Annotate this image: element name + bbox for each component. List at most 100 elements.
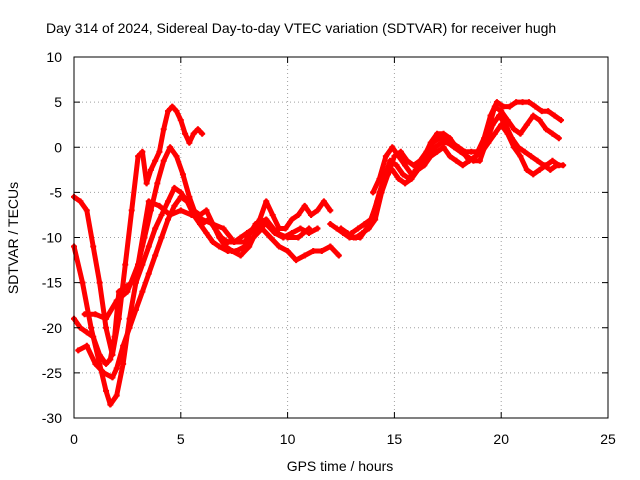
data-point — [466, 157, 473, 164]
data-point — [464, 153, 471, 160]
data-point — [147, 166, 154, 173]
data-point — [543, 162, 550, 169]
data-point — [491, 103, 498, 110]
chart-title: Day 314 of 2024, Sidereal Day-to-day VTE… — [46, 20, 556, 36]
data-point — [498, 121, 505, 128]
data-point — [282, 225, 289, 232]
data-point — [327, 207, 334, 214]
data-point — [555, 162, 562, 169]
data-point — [152, 252, 159, 259]
data-point — [476, 157, 483, 164]
data-point — [284, 248, 291, 255]
data-point — [395, 153, 402, 160]
data-point — [523, 166, 530, 173]
data-point — [231, 239, 238, 246]
data-point — [171, 202, 178, 209]
data-point — [446, 135, 453, 142]
data-point — [103, 387, 110, 394]
data-point — [209, 239, 216, 246]
data-point — [314, 225, 321, 232]
data-point — [96, 279, 103, 286]
data-point — [194, 126, 201, 133]
data-point — [431, 144, 438, 151]
data-point — [79, 279, 86, 286]
y-tick-label: 5 — [54, 94, 62, 110]
data-point — [355, 225, 362, 232]
data-point — [113, 297, 120, 304]
data-point — [246, 243, 253, 250]
data-point — [145, 270, 152, 277]
data-point — [164, 216, 171, 223]
data-point — [241, 239, 248, 246]
data-point — [115, 288, 122, 295]
x-axis-label: GPS time / hours — [287, 458, 394, 474]
data-point — [451, 144, 458, 151]
series-layer — [71, 99, 567, 408]
data-point — [301, 252, 308, 259]
x-tick-label: 25 — [600, 431, 616, 447]
data-point — [382, 153, 389, 160]
data-point — [472, 153, 479, 160]
data-point — [96, 351, 103, 358]
data-point — [288, 229, 295, 236]
data-point — [297, 225, 304, 232]
data-point — [457, 148, 464, 155]
data-point — [545, 108, 552, 115]
data-point — [295, 211, 302, 218]
data-point — [506, 103, 513, 110]
data-point — [395, 175, 402, 182]
y-tick-label: -30 — [42, 410, 62, 426]
data-point — [113, 365, 120, 372]
data-point — [100, 369, 107, 376]
data-point — [444, 139, 451, 146]
data-point — [335, 252, 342, 259]
data-point — [199, 216, 206, 223]
data-point — [92, 360, 99, 367]
data-point — [327, 243, 334, 250]
data-point — [521, 148, 528, 155]
data-point — [103, 360, 110, 367]
data-point — [361, 220, 368, 227]
data-point — [164, 198, 171, 205]
series-9 — [370, 121, 562, 196]
data-point — [547, 166, 554, 173]
y-tick-label: -10 — [42, 230, 62, 246]
data-point — [434, 148, 441, 155]
y-tick-label: -15 — [42, 275, 62, 291]
data-point — [276, 225, 283, 232]
data-point — [496, 112, 503, 119]
data-point — [152, 157, 159, 164]
y-tick-labels: 10 5 0 -5 -10 -15 -20 -25 -30 — [42, 49, 62, 426]
x-tick-label: 15 — [387, 431, 403, 447]
data-point — [440, 130, 447, 137]
data-point — [504, 130, 511, 137]
data-point — [269, 211, 276, 218]
data-point — [284, 234, 291, 241]
x-tick-label: 20 — [493, 431, 509, 447]
x-tick-label: 5 — [177, 431, 185, 447]
data-point — [393, 162, 400, 169]
data-point — [216, 243, 223, 250]
data-point — [491, 130, 498, 137]
data-point — [126, 324, 133, 331]
data-point — [160, 126, 167, 133]
data-point — [177, 193, 184, 200]
data-point — [139, 288, 146, 295]
data-point — [124, 288, 131, 295]
data-point — [199, 130, 206, 137]
data-point — [305, 225, 312, 232]
data-point — [397, 148, 404, 155]
data-point — [404, 157, 411, 164]
data-point — [263, 198, 270, 205]
data-point — [523, 121, 530, 128]
data-point — [135, 261, 142, 268]
data-point — [182, 130, 189, 137]
data-point — [525, 99, 532, 106]
data-point — [367, 216, 374, 223]
data-point — [188, 211, 195, 218]
data-point — [318, 248, 325, 255]
data-point — [419, 157, 426, 164]
data-point — [167, 211, 174, 218]
data-point — [173, 153, 180, 160]
